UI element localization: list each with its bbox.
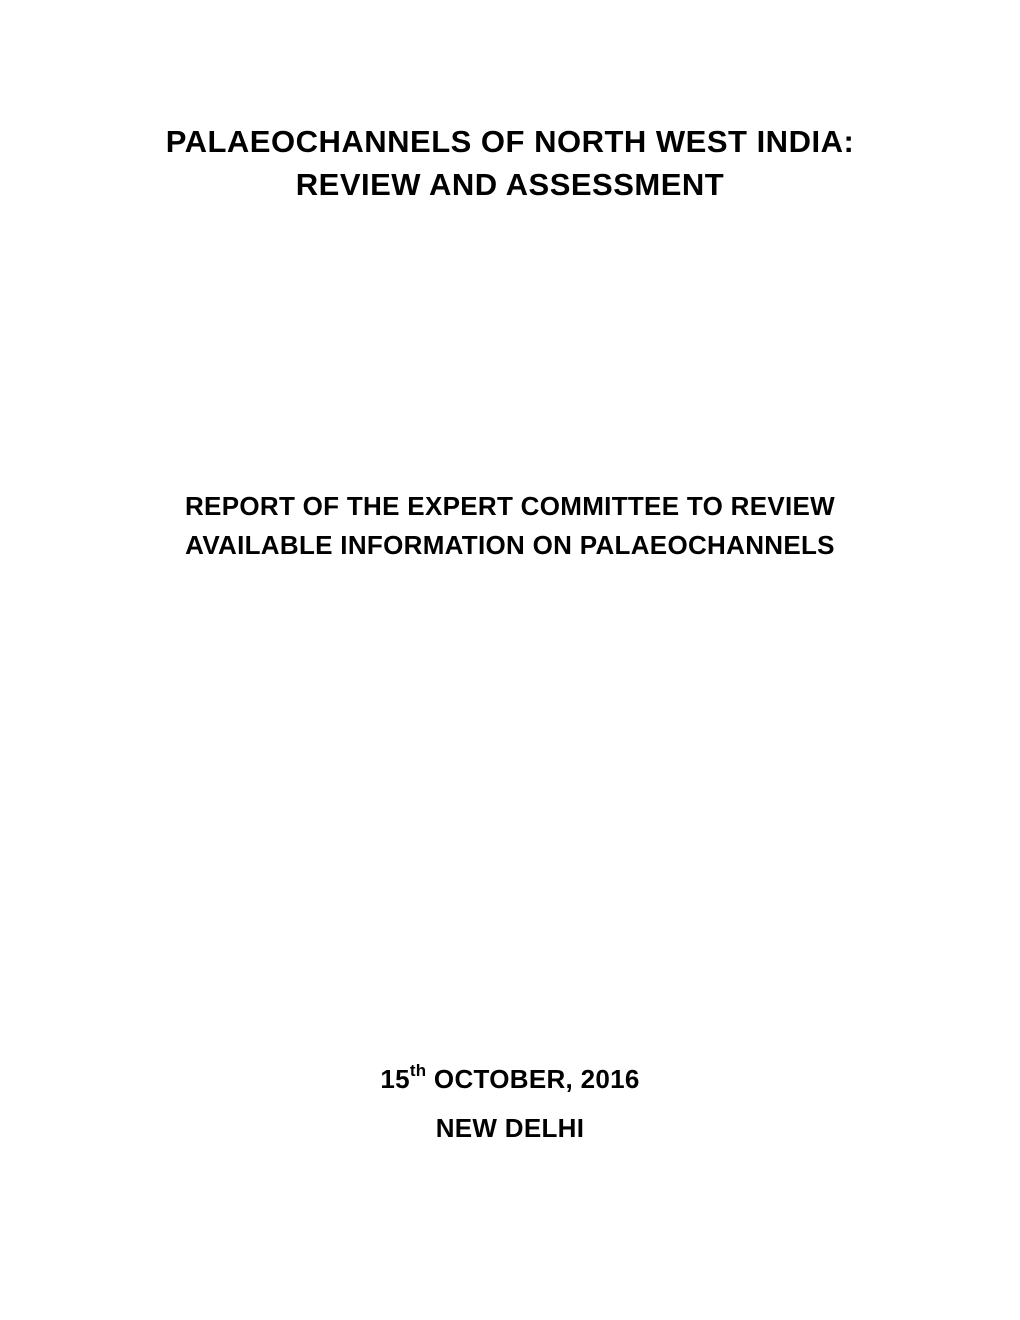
date-ordinal: th (410, 1061, 427, 1080)
location-line: NEW DELHI (100, 1104, 920, 1153)
title-block: PALAEOCHANNELS OF NORTH WEST INDIA: REVI… (100, 120, 920, 207)
subtitle-line-2: AVAILABLE INFORMATION ON PALAEOCHANNELS (100, 526, 920, 565)
title-line-2: REVIEW AND ASSESSMENT (100, 163, 920, 206)
subtitle-block: REPORT OF THE EXPERT COMMITTEE TO REVIEW… (100, 487, 920, 565)
date-line: 15th OCTOBER, 2016 (100, 1055, 920, 1104)
document-page: PALAEOCHANNELS OF NORTH WEST INDIA: REVI… (0, 0, 1020, 1320)
subtitle-line-1: REPORT OF THE EXPERT COMMITTEE TO REVIEW (100, 487, 920, 526)
date-location-block: 15th OCTOBER, 2016 NEW DELHI (100, 1055, 920, 1154)
date-month-year: OCTOBER, 2016 (426, 1064, 639, 1094)
date-day: 15 (380, 1064, 410, 1094)
title-line-1: PALAEOCHANNELS OF NORTH WEST INDIA: (100, 120, 920, 163)
